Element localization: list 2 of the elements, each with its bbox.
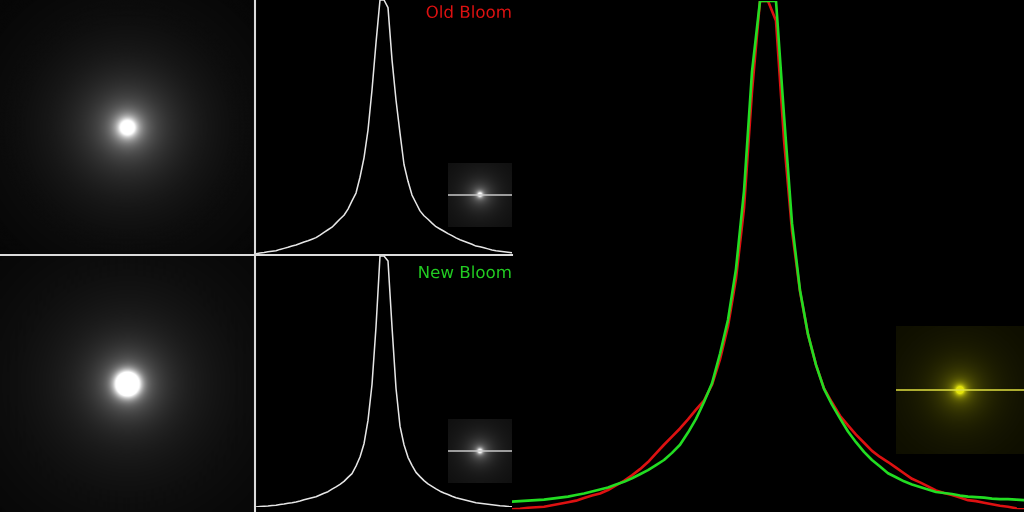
chart-title: New Bloom [419,265,511,279]
chart-title: Old Bloom [426,5,511,19]
